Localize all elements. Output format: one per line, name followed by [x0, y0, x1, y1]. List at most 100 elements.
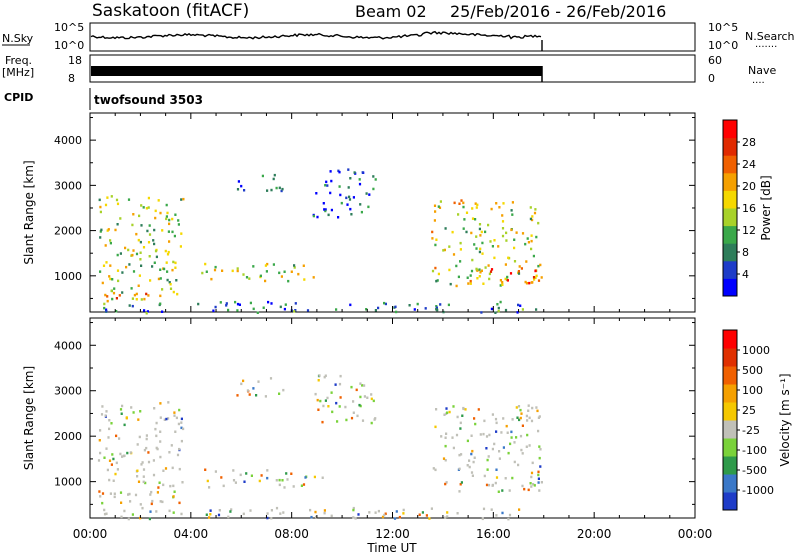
echo-cell [383, 513, 386, 517]
echo-cell [282, 388, 285, 392]
echo-cell [163, 267, 166, 271]
echo-cell [483, 419, 486, 423]
echo-cell [418, 513, 421, 516]
echo-cell [180, 232, 183, 235]
colorbar-tick-label: -25 [742, 424, 760, 437]
echo-cell [132, 213, 135, 216]
echo-cell [131, 304, 134, 308]
echo-cell [152, 459, 155, 462]
echo-cell [365, 308, 368, 311]
echo-cell [315, 192, 318, 195]
echo-cell [161, 310, 164, 313]
echo-cell [347, 186, 350, 189]
echo-cell [154, 209, 157, 213]
echo-cell [440, 435, 443, 438]
echo-cell [169, 287, 173, 290]
echo-cell [537, 481, 540, 484]
echo-cell [495, 514, 498, 517]
echo-cell [434, 266, 437, 270]
y-axis-title: Slant Range [km] [22, 366, 36, 470]
echo-cell [171, 268, 174, 272]
colorbar-tick-label: -100 [742, 444, 767, 457]
echo-cell [515, 406, 518, 409]
echo-cell [150, 490, 153, 494]
echo-cell [517, 405, 521, 408]
echo-cell [131, 513, 134, 516]
echo-cell [350, 385, 353, 389]
echo-cell [135, 252, 139, 256]
echo-cell [154, 427, 157, 431]
echo-cell [469, 282, 472, 285]
echo-cell [151, 265, 154, 268]
echo-cell [494, 481, 497, 485]
echo-cell [234, 300, 237, 304]
echo-cell [359, 395, 362, 399]
echo-cell [501, 214, 504, 217]
echo-cell [119, 252, 122, 255]
echo-cell [177, 219, 180, 222]
echo-cell [485, 447, 488, 450]
echo-cell [323, 208, 326, 211]
echo-cell [499, 300, 502, 304]
echo-cell [383, 301, 386, 305]
echo-cell [416, 302, 419, 306]
echo-cell [164, 249, 167, 253]
echo-cell [100, 228, 103, 232]
echo-cell [464, 408, 467, 411]
echo-cell [526, 433, 529, 437]
echo-cell [115, 198, 119, 202]
echo-cell [531, 406, 534, 410]
echo-cell [249, 301, 252, 305]
echo-cell [123, 454, 126, 457]
echo-cell [115, 461, 118, 465]
echo-cell [436, 279, 439, 282]
echo-cell [104, 293, 107, 297]
echo-cell [103, 512, 107, 516]
echo-cell [448, 410, 451, 414]
echo-cell [501, 234, 505, 238]
echo-cell [139, 410, 142, 413]
echo-cell [462, 407, 465, 411]
echo-cell [339, 396, 342, 399]
echo-cell [236, 267, 239, 270]
echo-cell [338, 405, 341, 408]
echo-cell [143, 309, 146, 312]
echo-cell [517, 463, 520, 467]
echo-cell [337, 216, 340, 219]
echo-cell [431, 230, 434, 234]
echo-cell [258, 479, 261, 483]
echo-cell [481, 517, 484, 521]
echo-cell [453, 201, 456, 205]
echo-cell [358, 403, 361, 407]
echo-cell [402, 508, 405, 512]
echo-cell [506, 431, 509, 434]
echo-cell [334, 383, 337, 386]
echo-cell [245, 276, 249, 279]
echo-cell [398, 515, 401, 519]
echo-cell [261, 174, 264, 178]
echo-cell [534, 269, 537, 273]
echo-cell [128, 263, 131, 266]
echo-cell [489, 240, 492, 243]
echo-cell [97, 459, 101, 462]
echo-cell [314, 392, 317, 396]
echo-cell [98, 439, 101, 442]
echo-cell [123, 423, 126, 427]
echo-cell [536, 409, 539, 413]
echo-cell [103, 508, 106, 512]
echo-cell [106, 295, 109, 298]
echo-cell [281, 479, 284, 482]
echo-cell [252, 387, 255, 390]
echo-cell [180, 421, 183, 424]
echo-cell [455, 284, 458, 288]
echo-cell [475, 267, 478, 271]
echo-cell [136, 469, 139, 472]
echo-cell [128, 304, 131, 307]
echo-cell [257, 380, 260, 383]
y-axis-title: Slant Range [km] [22, 160, 36, 264]
echo-cell [448, 245, 451, 248]
echo-cell [527, 488, 530, 492]
echo-cell [243, 189, 246, 192]
echo-cell [142, 475, 145, 478]
echo-cell [530, 475, 533, 479]
